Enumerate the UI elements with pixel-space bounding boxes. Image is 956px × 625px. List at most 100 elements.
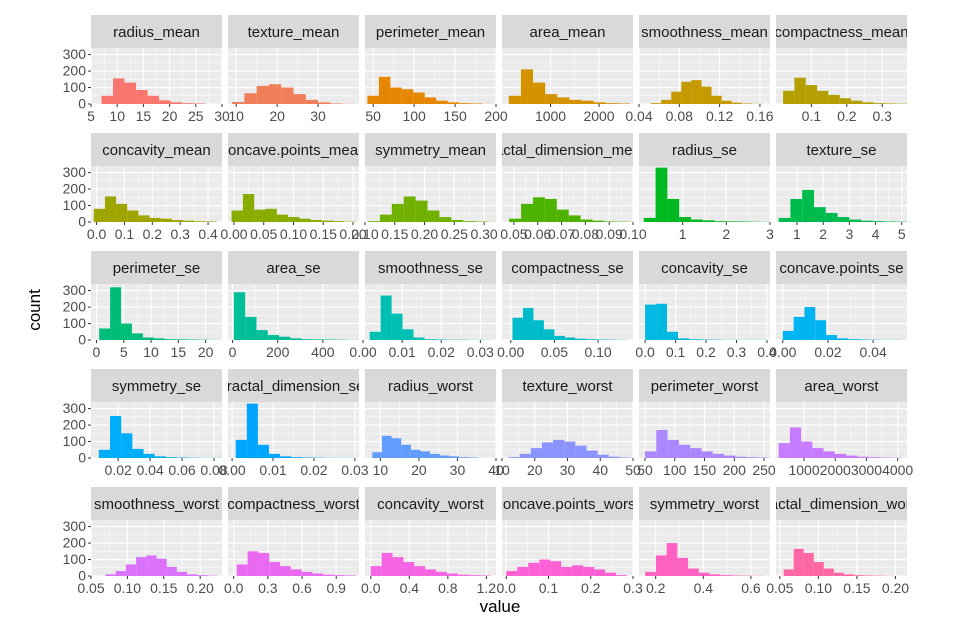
histogram-bar [838, 217, 850, 222]
histogram-bar [177, 572, 187, 576]
histogram-bar [323, 575, 334, 576]
histogram-bar [667, 543, 678, 576]
x-tick-label: 0.00 [349, 344, 376, 360]
histogram-bar [447, 574, 458, 576]
histogram-bar [288, 217, 299, 222]
histogram-bar [105, 196, 116, 222]
histogram-bar [572, 565, 583, 576]
histogram-bar [256, 330, 267, 340]
histogram-bar [545, 199, 557, 222]
x-tick-label: 100 [402, 108, 426, 124]
histogram-bar [449, 456, 459, 458]
histogram-bar [794, 317, 805, 340]
histogram-bar [392, 438, 402, 458]
histogram-bar [121, 324, 132, 340]
facet-title: symmetry_mean [375, 142, 486, 159]
histogram-bar [691, 80, 701, 104]
histogram-bar [826, 335, 837, 340]
histogram-bar [569, 100, 581, 104]
histogram-bar [428, 210, 440, 222]
histogram-bar [269, 84, 281, 104]
y-tick-label: 100 [63, 197, 87, 213]
histogram-bar [834, 573, 844, 576]
histogram-bar [598, 455, 609, 458]
x-tick-label: 0.2 [581, 580, 601, 596]
histogram-bar [533, 197, 545, 222]
facet-title: area_se [266, 260, 320, 277]
histogram-bar [126, 564, 136, 576]
histogram-bar [280, 456, 291, 458]
y-tick-label: 0 [78, 332, 86, 348]
y-tick-label: 100 [63, 315, 87, 331]
x-tick-label: 1.2 [477, 580, 497, 596]
y-tick-label: 200 [63, 535, 87, 551]
histogram-bar [258, 553, 269, 576]
histogram-bar [586, 451, 597, 458]
x-tick-label: 0.0 [361, 580, 381, 596]
histogram-bar [726, 221, 738, 222]
histogram-bar [232, 210, 243, 222]
facet-title: area_worst [804, 378, 879, 395]
histogram-bar [779, 218, 791, 222]
histogram-bar [138, 215, 149, 222]
histogram-bar [699, 573, 710, 576]
histogram-bar [247, 404, 258, 458]
histogram-bar [688, 569, 699, 576]
histogram-bar [667, 332, 678, 340]
histogram-bar [436, 572, 447, 576]
x-tick-label: 0.10 [351, 226, 378, 242]
histogram-bar [606, 103, 618, 104]
histogram-bar [367, 96, 378, 104]
histogram-bar [712, 96, 722, 104]
histogram-bar [116, 571, 126, 576]
x-tick-label: 30 [310, 108, 326, 124]
y-tick-label: 0 [78, 214, 86, 230]
x-tick-label: 0.0 [224, 580, 244, 596]
histogram-bar [290, 338, 301, 340]
histogram-bar [333, 221, 344, 222]
histogram-bar [668, 440, 679, 458]
histogram-bar [268, 335, 279, 340]
x-tick-label: 3 [766, 226, 774, 242]
histogram-bar [459, 457, 469, 458]
histogram-bar [806, 85, 817, 104]
facet-title: fractal_dimension_mean [486, 142, 649, 159]
histogram-bar [99, 450, 110, 458]
histogram-bar [531, 448, 542, 458]
histogram-bar [313, 574, 324, 576]
x-tick-label: 0.02 [300, 462, 327, 478]
histogram-bar [458, 575, 469, 576]
x-tick-label: 20 [411, 462, 427, 478]
x-tick-label: 0.3 [872, 108, 892, 124]
histogram-bar [645, 572, 656, 576]
y-tick-label: 300 [63, 518, 87, 534]
y-tick-label: 0 [78, 450, 86, 466]
histogram-bar [509, 219, 521, 222]
facet-title: radius_worst [388, 378, 474, 395]
histogram-bar [439, 217, 451, 222]
histogram-bar [794, 549, 804, 576]
x-tick-label: 15 [136, 108, 152, 124]
histogram-bar [506, 571, 517, 576]
histogram-bar [656, 168, 668, 222]
x-tick-label: 0.15 [310, 226, 337, 242]
x-tick-label: 0.00 [218, 462, 245, 478]
x-tick-label: 0.10 [584, 344, 611, 360]
histogram-bar [159, 100, 171, 104]
x-tick-label: 0.04 [136, 462, 163, 478]
x-tick-label: 2000 [583, 108, 614, 124]
x-tick-label: 2 [722, 226, 730, 242]
histogram-bar [469, 575, 480, 576]
histogram-bar [402, 89, 413, 104]
histogram-bar [245, 317, 256, 340]
histogram-bar [784, 569, 794, 576]
histogram-bar [802, 190, 814, 222]
histogram-bar [280, 566, 291, 576]
